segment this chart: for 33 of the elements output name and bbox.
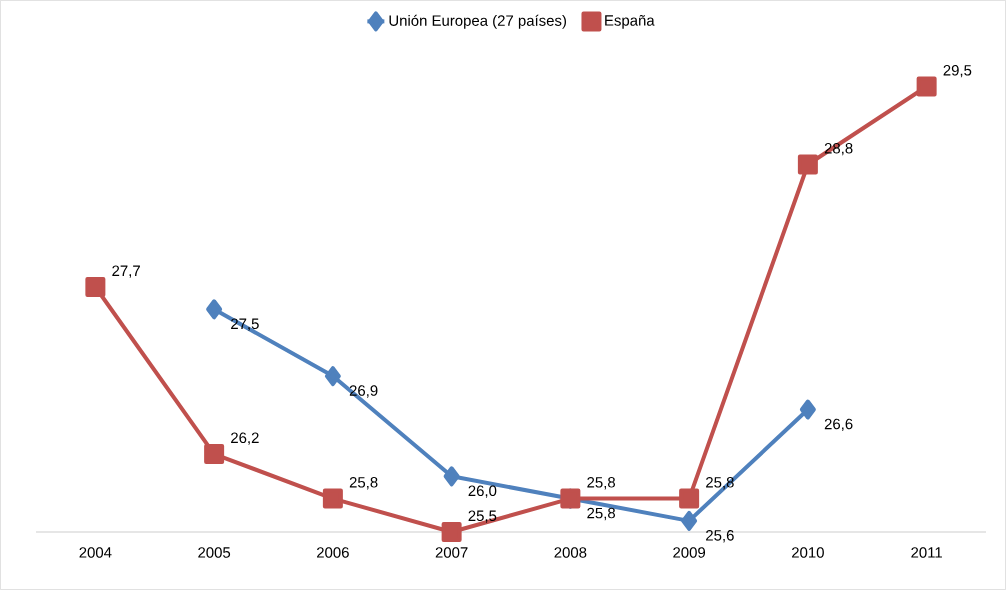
point — [679, 488, 700, 509]
data-label: 27,7 — [112, 265, 140, 278]
data-label: 25,8 — [587, 507, 615, 521]
point — [799, 399, 816, 420]
x-tick-label: 2008 — [554, 547, 587, 558]
data-label: 25,5 — [468, 510, 497, 523]
x-tick-label: 2009 — [673, 547, 706, 558]
point — [797, 154, 818, 175]
point — [443, 466, 460, 487]
x-tick-label: 2004 — [79, 547, 112, 558]
data-label: 26,0 — [468, 485, 497, 498]
point — [85, 277, 106, 297]
data-label: 29,5 — [943, 64, 972, 78]
data-label: 26,2 — [231, 432, 259, 445]
data-label: 25,8 — [349, 477, 378, 490]
x-tick-label: 2006 — [317, 547, 349, 558]
x-tick-label: 2011 — [911, 547, 942, 558]
legend-label: España — [605, 14, 655, 29]
x-tick-label: 2005 — [198, 547, 231, 558]
point — [204, 444, 225, 465]
data-label: 25,8 — [587, 477, 615, 490]
x-tick-label: 2010 — [792, 547, 824, 558]
legend-label: Unión Europea (27 países) — [389, 14, 566, 29]
data-label: 26,6 — [824, 418, 853, 432]
x-tick-label: 2007 — [435, 547, 468, 558]
point — [322, 488, 343, 509]
data-label: 26,9 — [349, 385, 378, 398]
data-label: 25,6 — [706, 530, 734, 543]
point — [916, 76, 937, 97]
point — [441, 522, 462, 542]
point — [206, 299, 223, 320]
point — [681, 510, 698, 531]
point — [324, 366, 341, 387]
